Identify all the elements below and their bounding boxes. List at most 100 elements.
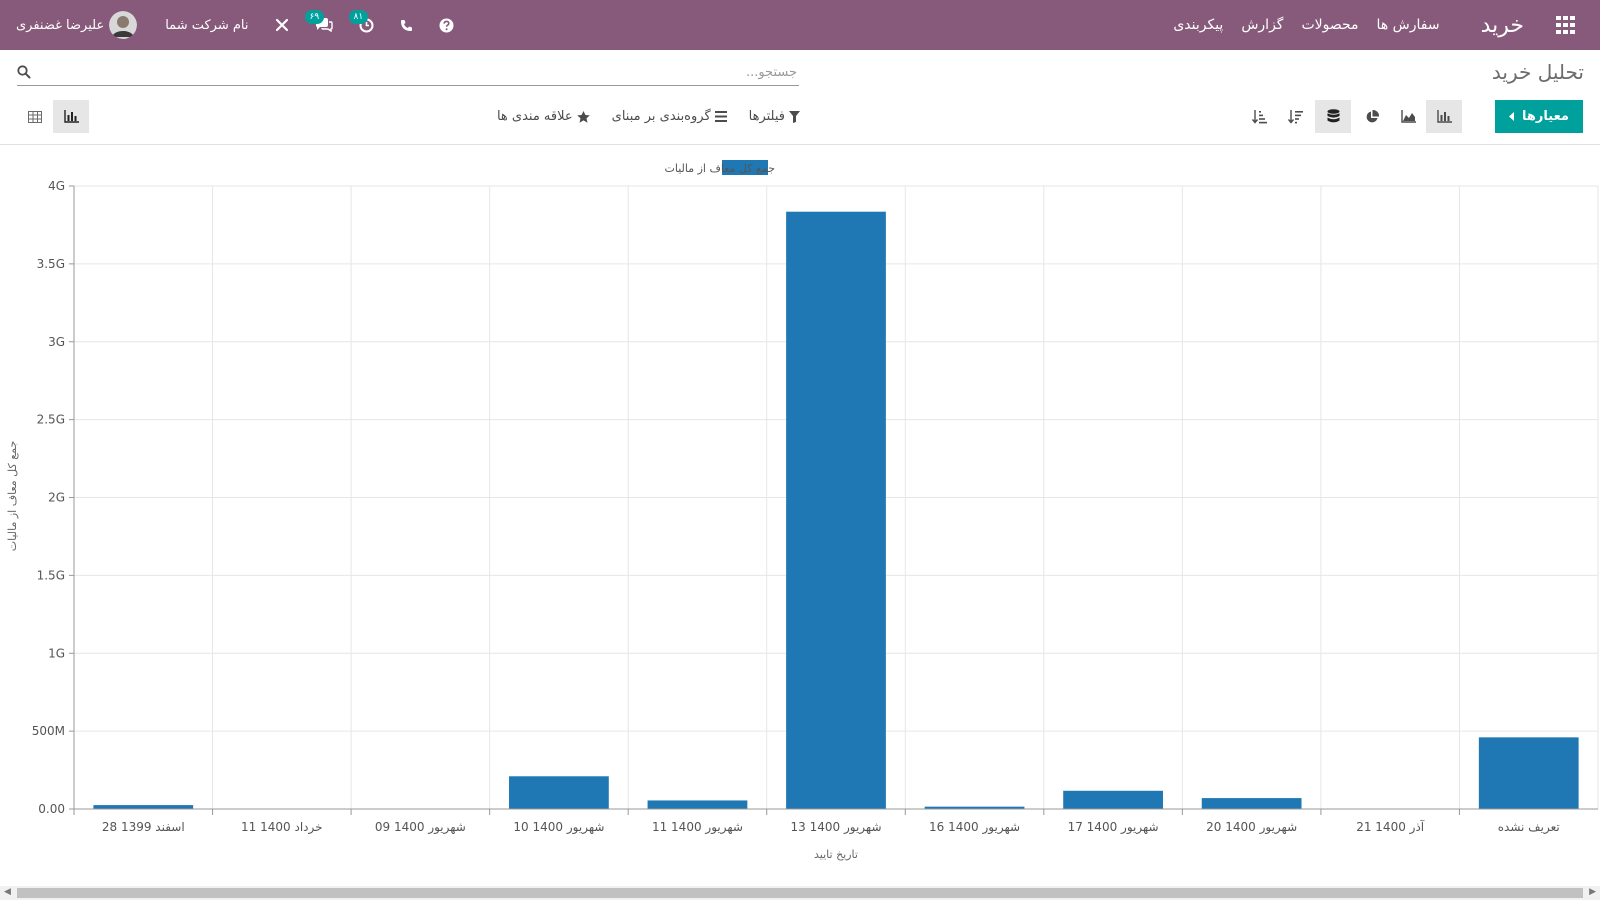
x-tick-label: 09 شهریور 1400 (375, 820, 466, 835)
avatar (109, 11, 138, 39)
y-tick-label: 1G (48, 646, 65, 660)
x-tick-label: 17 شهریور 1400 (1068, 820, 1159, 835)
menu-item-products[interactable]: محصولات (1301, 17, 1359, 33)
messages-badge: ۶۹ (304, 10, 325, 24)
x-axis-title: تاریخ تایید (814, 848, 858, 861)
activity-menu[interactable]: ۸۱ (348, 9, 374, 33)
main-menu: سفارش ها محصولات گزارش پیکربندی (1164, 17, 1448, 33)
user-name: علیرضا غضنفری (16, 17, 105, 33)
y-axis-title: جمع کل معاف از مالیات (6, 441, 19, 552)
ascending-sort-button[interactable] (1241, 100, 1277, 133)
favorites-label: علاقه مندی ها (496, 109, 573, 124)
chart-bar[interactable] (1478, 737, 1579, 809)
menu-item-reporting[interactable]: گزارش (1241, 17, 1284, 33)
filter-icon (789, 110, 800, 123)
scrollbar-thumb[interactable] (17, 888, 1583, 898)
search-input[interactable] (39, 60, 797, 84)
activity-badge: ۸۱ (348, 9, 369, 24)
debug-menu[interactable] (275, 18, 289, 32)
navbar-left: علیرضا غضنفری نام شرکت شما ۶۹ (0, 0, 454, 50)
bar-chart: 0.00 500M 1G 1.5G 2G 2.5G 3G 3.5G 4G 28 اسفند 139… (6, 160, 1599, 861)
y-tick-label: 0.00 (38, 802, 65, 816)
line-chart-mode-button[interactable] (1390, 100, 1426, 133)
legend-swatch (722, 160, 768, 175)
sort-descending-icon (1287, 109, 1303, 124)
scroll-right-icon[interactable]: ▶ (1589, 887, 1596, 897)
filters-label: فیلترها (748, 109, 785, 124)
company-switcher[interactable]: نام شرکت شما (165, 17, 249, 33)
measures-label: معیارها (1522, 109, 1569, 124)
x-tick-label: 11 شهریور 1400 (652, 820, 743, 835)
x-tick-label: 10 شهریور 1400 (513, 820, 604, 835)
chart-bar[interactable] (647, 800, 748, 809)
pie-chart-icon (1366, 109, 1379, 122)
favorites-button[interactable]: علاقه مندی ها (497, 109, 590, 124)
view-switcher (17, 100, 89, 133)
apps-icon (1556, 16, 1575, 34)
legend-label: جمع کل معاف از مالیات (664, 162, 775, 175)
menu-item-configuration[interactable]: پیکربندی (1173, 17, 1224, 33)
messaging-menu[interactable]: ۶۹ (304, 10, 333, 32)
page-title: تحلیل خرید (1491, 60, 1584, 84)
y-tick-label: 3G (48, 335, 65, 349)
chart-legend[interactable]: جمع کل معاف از مالیات (664, 160, 775, 175)
navbar-right: خرید سفارش ها محصولات گزارش پیکربندی (1164, 0, 1600, 50)
x-tick-label: 20 شهریور 1400 (1206, 820, 1297, 835)
pivot-view-button[interactable] (17, 100, 53, 133)
debug-icon (275, 18, 288, 32)
x-tick-label: 21 آذر 1400 (1356, 819, 1425, 835)
y-tick-label: 1.5G (37, 568, 65, 582)
x-tick-label: 13 شهریور 1400 (791, 820, 882, 835)
bar-chart-icon (63, 110, 79, 123)
phone-icon (400, 19, 412, 31)
groupby-label: گروه‌بندی بر مبنای (611, 109, 711, 124)
y-tick-label: 4G (48, 179, 65, 193)
bars-icon (714, 111, 727, 122)
filters-button[interactable]: فیلترها (749, 109, 800, 124)
apps-menu-button[interactable] (1532, 0, 1600, 50)
y-tick-label: 3.5G (37, 257, 65, 271)
star-icon (576, 110, 590, 123)
chart-bar[interactable] (1201, 798, 1302, 809)
chart-bar[interactable] (93, 805, 194, 809)
y-tick-label: 2.5G (37, 413, 65, 427)
chart-bar[interactable] (786, 211, 886, 810)
graph-container: 0.00 500M 1G 1.5G 2G 2.5G 3G 3.5G 4G 28 اسفند 139… (0, 146, 1600, 886)
groupby-button[interactable]: گروه‌بندی بر مبنای (612, 109, 727, 124)
search-bar (17, 60, 799, 86)
x-tick-label: 28 اسفند 1399 (102, 820, 185, 834)
menu-item-orders[interactable]: سفارش ها (1376, 17, 1440, 33)
chart-axes: 0.00 500M 1G 1.5G 2G 2.5G 3G 3.5G 4G 28 اسفند 139… (32, 179, 1598, 835)
chart-bars (93, 211, 1579, 810)
x-tick-label: تعریف نشده (1498, 820, 1560, 835)
horizontal-scrollbar[interactable]: ◀ ▶ (0, 886, 1600, 900)
bar-chart-icon (1436, 110, 1452, 123)
scroll-left-icon[interactable]: ◀ (4, 887, 11, 897)
area-chart-icon (1400, 110, 1416, 123)
y-tick-label: 500M (32, 724, 65, 738)
graph-view-button[interactable] (53, 100, 89, 133)
x-tick-label: 16 شهریور 1400 (929, 820, 1020, 835)
control-panel: تحلیل خرید معیارها (0, 50, 1600, 145)
chart-bar[interactable] (924, 806, 1025, 809)
search-options: فیلترها گروه‌بندی بر مبنای علاقه مندی ها (470, 100, 800, 133)
user-menu[interactable]: علیرضا غضنفری (16, 11, 138, 39)
caret-left-icon (1509, 112, 1515, 121)
voip-button[interactable] (400, 19, 413, 32)
measures-button[interactable]: معیارها (1495, 100, 1583, 133)
stacked-toggle-button[interactable] (1315, 100, 1351, 133)
search-icon[interactable] (17, 65, 31, 79)
database-icon (1327, 109, 1339, 123)
app-brand[interactable]: خرید (1480, 12, 1524, 38)
chart-bar[interactable] (509, 776, 609, 809)
pie-chart-mode-button[interactable] (1354, 100, 1390, 133)
help-icon (439, 18, 453, 32)
x-tick-label: 11 خرداد 1400 (241, 820, 323, 835)
sort-ascending-icon (1251, 109, 1267, 124)
descending-sort-button[interactable] (1277, 100, 1313, 133)
chart-bar[interactable] (1063, 790, 1163, 809)
bar-chart-mode-button[interactable] (1426, 100, 1462, 133)
top-navbar: خرید سفارش ها محصولات گزارش پیکربندی علی… (0, 0, 1600, 50)
help-button[interactable] (439, 18, 454, 33)
table-icon (28, 110, 42, 123)
